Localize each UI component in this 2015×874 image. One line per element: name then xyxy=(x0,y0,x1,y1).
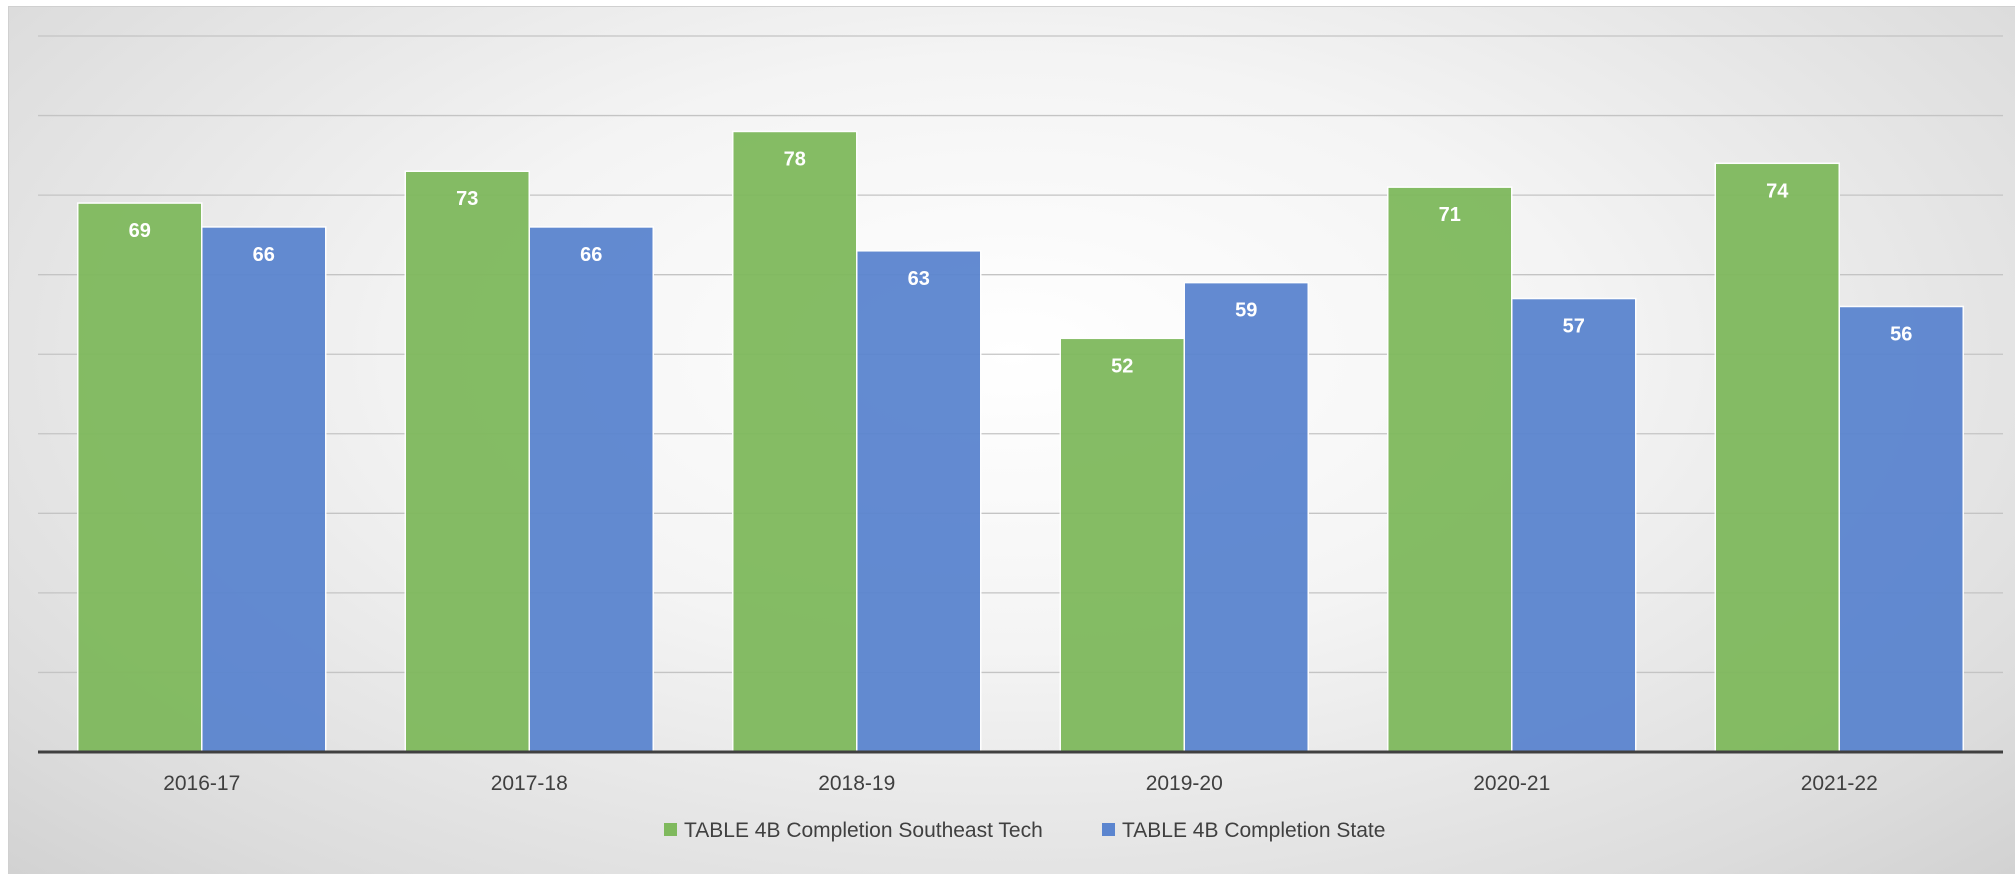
bar-state-2016-17 xyxy=(201,226,327,753)
bar-state-2017-18 xyxy=(528,226,654,753)
data-label: 66 xyxy=(253,244,275,266)
bar-state-2019-20 xyxy=(1183,281,1309,753)
x-tick-label: 2017-18 xyxy=(491,772,568,795)
x-tick-label: 2019-20 xyxy=(1146,772,1223,795)
data-label: 63 xyxy=(908,268,930,290)
bar-southeast-tech-2017-18 xyxy=(404,170,530,753)
legend: TABLE 4B Completion Southeast Tech TABLE … xyxy=(664,819,1385,842)
legend-swatch xyxy=(664,823,677,836)
bar-southeast-tech-2021-22 xyxy=(1714,162,1840,753)
legend-label: TABLE 4B Completion State xyxy=(1122,819,1385,842)
x-tick-labels: 2016-17 2017-18 2018-19 2019-20 2020-21 2021-… xyxy=(163,772,1878,795)
bar-state-2020-21 xyxy=(1511,297,1637,753)
gridlines xyxy=(38,35,2003,674)
bar-state-2018-19 xyxy=(856,250,982,753)
bar-southeast-tech-2019-20 xyxy=(1059,337,1185,753)
chart-area xyxy=(8,6,2015,874)
legend-swatch xyxy=(1102,823,1115,836)
bar-southeast-tech-2020-21 xyxy=(1387,186,1513,753)
x-tick-label: 2021-22 xyxy=(1801,772,1878,795)
legend-label: TABLE 4B Completion Southeast Tech xyxy=(684,819,1043,842)
bars xyxy=(77,130,1964,753)
bar-southeast-tech-2016-17 xyxy=(77,202,203,753)
data-label: 78 xyxy=(784,148,806,170)
data-label: 59 xyxy=(1235,300,1257,322)
data-label: 69 xyxy=(129,220,151,242)
x-tick-label: 2020-21 xyxy=(1473,772,1550,795)
data-label: 74 xyxy=(1766,180,1789,202)
data-label: 56 xyxy=(1890,323,1912,345)
x-tick-label: 2018-19 xyxy=(818,772,895,795)
data-label: 66 xyxy=(580,244,602,266)
data-label: 71 xyxy=(1439,204,1461,226)
data-labels: 69 66 73 66 78 63 52 59 71 57 74 56 xyxy=(129,148,1913,377)
data-label: 57 xyxy=(1563,316,1585,338)
data-label: 73 xyxy=(456,188,478,210)
data-label: 52 xyxy=(1111,355,1133,377)
bar-southeast-tech-2018-19 xyxy=(732,130,858,753)
x-tick-label: 2016-17 xyxy=(163,772,240,795)
bar-state-2021-22 xyxy=(1838,305,1964,753)
